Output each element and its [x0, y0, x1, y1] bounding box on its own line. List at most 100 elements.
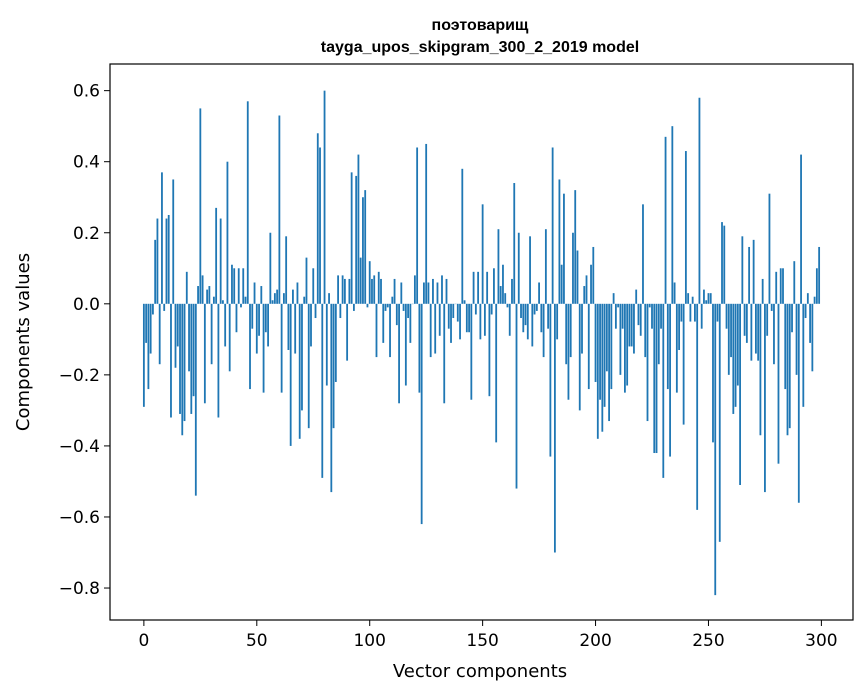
- bar: [535, 303, 538, 311]
- bar: [145, 303, 148, 343]
- bar: [208, 286, 211, 304]
- bar: [183, 303, 186, 422]
- bar: [633, 303, 635, 354]
- bar: [752, 239, 755, 304]
- bar: [531, 303, 534, 347]
- bar: [497, 229, 500, 304]
- bar: [348, 278, 351, 304]
- bar: [161, 172, 163, 304]
- bar: [804, 303, 807, 319]
- bar: [797, 303, 800, 503]
- bar: [343, 278, 346, 304]
- bar: [739, 303, 741, 485]
- bar: [556, 303, 559, 340]
- bar: [777, 303, 780, 464]
- bar: [764, 303, 766, 493]
- bar: [549, 303, 552, 457]
- bar: [287, 303, 290, 350]
- y-tick-label: −0.8: [59, 579, 100, 599]
- bar: [594, 303, 597, 382]
- bar: [400, 282, 403, 304]
- bar: [626, 303, 629, 386]
- bar: [736, 303, 739, 386]
- bar: [357, 154, 360, 304]
- bar: [190, 303, 193, 414]
- bar: [353, 303, 355, 311]
- bar: [217, 303, 220, 418]
- bar: [759, 303, 762, 436]
- bar: [793, 261, 796, 304]
- bar: [558, 179, 561, 304]
- bar: [314, 303, 317, 319]
- bar: [172, 179, 175, 304]
- bar: [307, 303, 310, 429]
- y-tick-label: −0.4: [59, 437, 100, 457]
- bar: [680, 303, 683, 322]
- bar: [305, 257, 308, 304]
- bar: [666, 303, 669, 390]
- bar: [447, 303, 450, 329]
- bar: [463, 300, 466, 304]
- bar: [441, 275, 443, 304]
- bar: [662, 303, 665, 478]
- bar: [282, 293, 285, 304]
- bar: [700, 303, 703, 329]
- bar: [391, 296, 394, 304]
- bar: [341, 275, 344, 304]
- bar: [811, 303, 814, 372]
- bar: [468, 303, 470, 333]
- bar: [312, 268, 315, 304]
- x-tick-label: 0: [138, 631, 149, 651]
- bar: [339, 303, 342, 319]
- bar: [330, 303, 333, 493]
- bar: [714, 303, 717, 596]
- bar: [515, 303, 518, 489]
- bar: [212, 296, 215, 304]
- x-axis-label: Vector components: [393, 661, 567, 682]
- bar: [267, 303, 269, 347]
- bar: [420, 303, 423, 525]
- bar: [445, 278, 448, 304]
- bar: [592, 246, 595, 304]
- bar: [380, 278, 382, 304]
- bar: [337, 275, 339, 304]
- bar: [490, 303, 493, 315]
- bar: [617, 303, 620, 308]
- bar: [725, 303, 728, 329]
- bar: [773, 303, 775, 365]
- bar: [745, 303, 748, 343]
- bar: [235, 303, 238, 333]
- bar: [368, 261, 371, 304]
- bar: [176, 303, 179, 347]
- bar: [276, 289, 279, 304]
- bar: [716, 303, 719, 322]
- x-axis-ticks: 0 50 100 150 200 250 300: [138, 620, 838, 651]
- bar: [147, 303, 150, 390]
- bar: [642, 204, 644, 304]
- bar: [258, 303, 260, 336]
- bar: [678, 303, 681, 350]
- bar: [569, 303, 572, 358]
- bar: [364, 190, 367, 304]
- bar: [754, 303, 757, 354]
- bar: [142, 303, 145, 407]
- bar: [240, 303, 242, 308]
- bar: [542, 303, 545, 358]
- bar: [402, 303, 405, 311]
- bar: [610, 303, 613, 390]
- bar: [684, 151, 687, 304]
- bar: [292, 289, 294, 304]
- bar: [732, 303, 735, 414]
- bar: [472, 271, 475, 304]
- bar: [563, 193, 565, 304]
- bar: [669, 303, 671, 457]
- x-tick-label: 200: [579, 631, 611, 651]
- bar: [786, 303, 789, 436]
- bar: [443, 303, 446, 404]
- bar: [465, 303, 468, 333]
- bar: [596, 303, 599, 439]
- bar: [316, 133, 319, 304]
- bar: [585, 275, 588, 304]
- bar: [646, 303, 649, 422]
